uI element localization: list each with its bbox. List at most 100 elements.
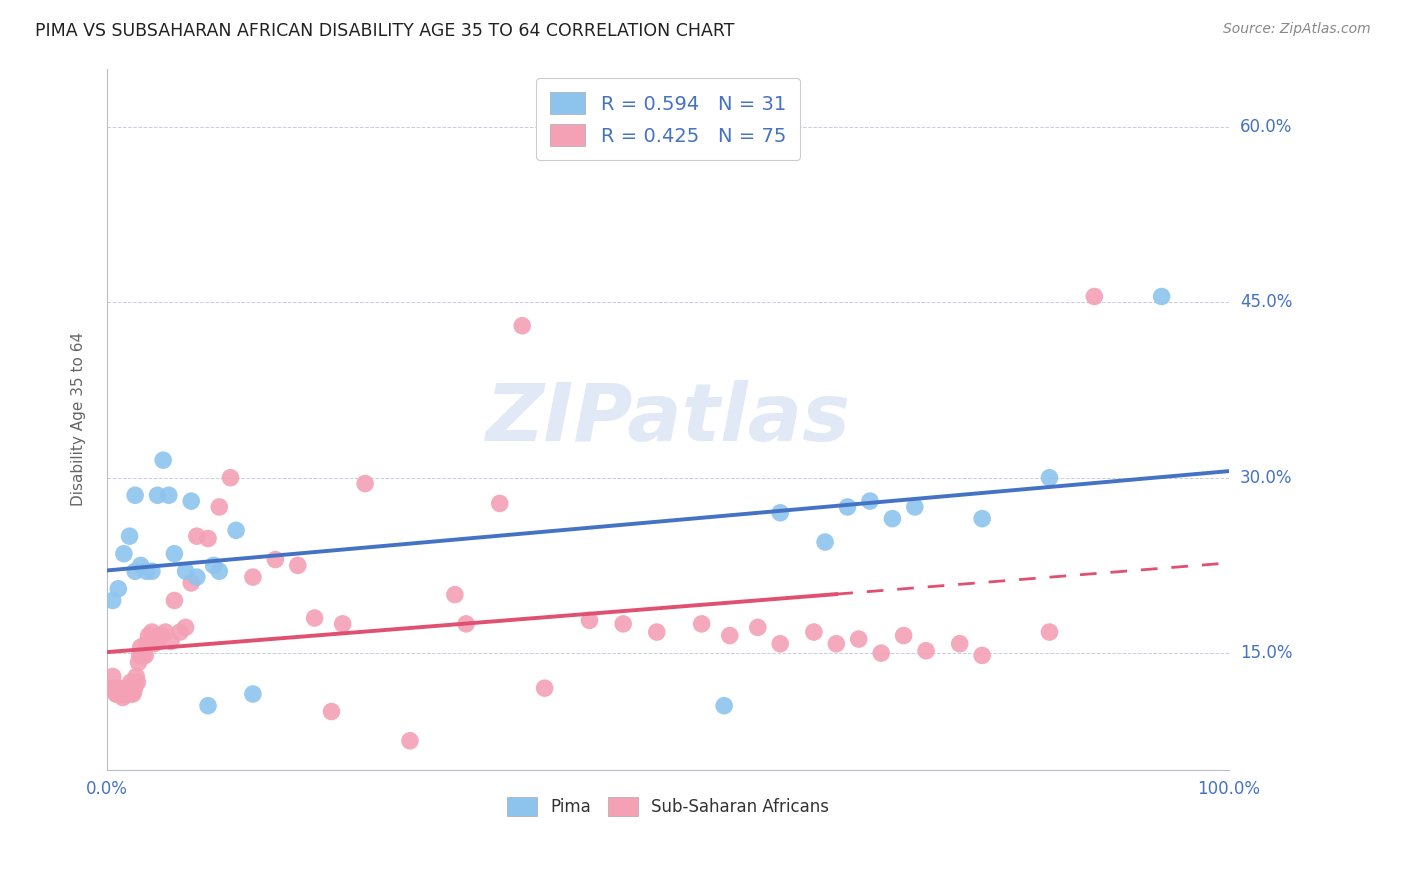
Point	[152, 453, 174, 467]
Point	[848, 632, 870, 646]
Point	[893, 628, 915, 642]
Point	[134, 648, 156, 663]
Point	[129, 640, 152, 655]
Point	[118, 529, 141, 543]
Point	[1038, 471, 1060, 485]
Text: 15.0%: 15.0%	[1240, 644, 1292, 662]
Point	[131, 648, 153, 663]
Point	[332, 616, 354, 631]
Point	[197, 698, 219, 713]
Point	[112, 547, 135, 561]
Point	[124, 564, 146, 578]
Point	[155, 625, 177, 640]
Point	[690, 616, 713, 631]
Point	[882, 511, 904, 525]
Point	[180, 494, 202, 508]
Point	[146, 634, 169, 648]
Point	[186, 529, 208, 543]
Point	[107, 683, 129, 698]
Point	[114, 683, 136, 698]
Point	[488, 496, 510, 510]
Point	[129, 558, 152, 573]
Point	[859, 494, 882, 508]
Point	[612, 616, 634, 631]
Text: 60.0%: 60.0%	[1240, 118, 1292, 136]
Point	[163, 547, 186, 561]
Point	[105, 687, 128, 701]
Point	[115, 681, 138, 695]
Point	[1150, 289, 1173, 303]
Point	[769, 637, 792, 651]
Point	[118, 687, 141, 701]
Point	[264, 552, 287, 566]
Point	[163, 593, 186, 607]
Point	[108, 681, 131, 695]
Point	[122, 687, 145, 701]
Point	[769, 506, 792, 520]
Point	[718, 628, 741, 642]
Point	[110, 683, 132, 698]
Point	[105, 687, 128, 701]
Point	[127, 675, 149, 690]
Text: Source: ZipAtlas.com: Source: ZipAtlas.com	[1223, 22, 1371, 37]
Point	[141, 625, 163, 640]
Point	[870, 646, 893, 660]
Point	[287, 558, 309, 573]
Point	[972, 511, 994, 525]
Point	[124, 679, 146, 693]
Point	[112, 687, 135, 701]
Point	[135, 637, 157, 651]
Point	[180, 576, 202, 591]
Point	[354, 476, 377, 491]
Point	[111, 687, 134, 701]
Point	[747, 620, 769, 634]
Point	[101, 593, 124, 607]
Point	[117, 687, 139, 701]
Point	[915, 644, 938, 658]
Point	[121, 681, 143, 695]
Point	[157, 488, 180, 502]
Point	[141, 564, 163, 578]
Point	[169, 625, 191, 640]
Point	[117, 683, 139, 698]
Point	[814, 535, 837, 549]
Point	[104, 681, 127, 695]
Point	[186, 570, 208, 584]
Point	[645, 625, 668, 640]
Text: 45.0%: 45.0%	[1240, 293, 1292, 311]
Point	[972, 648, 994, 663]
Point	[904, 500, 927, 514]
Point	[510, 318, 533, 333]
Legend: Pima, Sub-Saharan Africans: Pima, Sub-Saharan Africans	[499, 789, 838, 825]
Point	[197, 532, 219, 546]
Point	[242, 687, 264, 701]
Point	[202, 558, 225, 573]
Point	[149, 628, 172, 642]
Point	[208, 564, 231, 578]
Point	[125, 669, 148, 683]
Point	[174, 564, 197, 578]
Point	[174, 620, 197, 634]
Point	[1038, 625, 1060, 640]
Point	[120, 675, 142, 690]
Point	[135, 564, 157, 578]
Point	[713, 698, 735, 713]
Point	[146, 488, 169, 502]
Point	[1083, 289, 1105, 303]
Point	[219, 471, 242, 485]
Point	[949, 637, 972, 651]
Point	[454, 616, 477, 631]
Text: 30.0%: 30.0%	[1240, 468, 1292, 487]
Point	[107, 582, 129, 596]
Text: ZIPatlas: ZIPatlas	[485, 380, 851, 458]
Point	[143, 637, 166, 651]
Text: PIMA VS SUBSAHARAN AFRICAN DISABILITY AGE 35 TO 64 CORRELATION CHART: PIMA VS SUBSAHARAN AFRICAN DISABILITY AG…	[35, 22, 735, 40]
Point	[304, 611, 326, 625]
Point	[160, 634, 183, 648]
Point	[803, 625, 825, 640]
Point	[321, 705, 343, 719]
Point	[225, 524, 247, 538]
Point	[122, 683, 145, 698]
Point	[127, 656, 149, 670]
Point	[533, 681, 555, 695]
